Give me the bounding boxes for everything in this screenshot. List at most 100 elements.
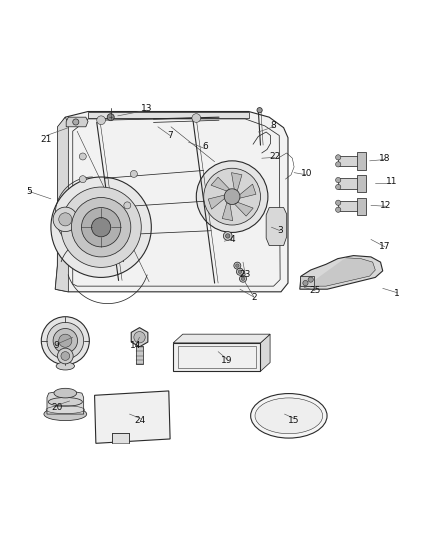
Circle shape: [47, 322, 84, 359]
Circle shape: [71, 198, 131, 257]
Circle shape: [61, 352, 70, 360]
Text: 14: 14: [131, 342, 142, 351]
Circle shape: [224, 189, 240, 205]
Circle shape: [57, 348, 73, 364]
Text: 6: 6: [202, 142, 208, 151]
Circle shape: [53, 207, 78, 231]
Ellipse shape: [56, 362, 74, 370]
Text: 1: 1: [394, 289, 400, 298]
Ellipse shape: [251, 393, 327, 438]
Circle shape: [107, 114, 114, 120]
Text: 22: 22: [269, 152, 280, 161]
Circle shape: [236, 264, 239, 268]
Polygon shape: [338, 156, 359, 166]
Circle shape: [234, 262, 241, 269]
Polygon shape: [208, 195, 225, 209]
Circle shape: [59, 213, 72, 226]
Bar: [177, 346, 256, 368]
Text: 24: 24: [135, 416, 146, 425]
Circle shape: [240, 275, 247, 282]
Circle shape: [124, 202, 131, 209]
Circle shape: [92, 217, 111, 237]
Polygon shape: [231, 173, 242, 191]
Polygon shape: [357, 198, 366, 215]
Circle shape: [308, 277, 313, 282]
Text: 17: 17: [379, 243, 391, 252]
Polygon shape: [357, 152, 366, 169]
Circle shape: [238, 270, 242, 273]
Circle shape: [257, 108, 262, 113]
Polygon shape: [131, 328, 148, 347]
Text: 12: 12: [380, 201, 392, 210]
Polygon shape: [261, 334, 270, 372]
Text: 23: 23: [240, 270, 251, 279]
Text: 3: 3: [277, 226, 283, 235]
Circle shape: [336, 155, 341, 160]
Polygon shape: [211, 177, 230, 191]
Circle shape: [336, 177, 341, 183]
Circle shape: [336, 161, 341, 167]
Polygon shape: [173, 334, 270, 343]
Ellipse shape: [54, 389, 77, 398]
Polygon shape: [55, 111, 288, 292]
Circle shape: [134, 332, 145, 343]
Circle shape: [303, 280, 308, 286]
Polygon shape: [338, 201, 359, 212]
Text: 9: 9: [54, 342, 60, 351]
Circle shape: [336, 200, 341, 205]
Polygon shape: [266, 207, 287, 246]
Circle shape: [237, 268, 244, 275]
Polygon shape: [306, 258, 375, 286]
Polygon shape: [300, 276, 314, 286]
Circle shape: [204, 168, 261, 225]
Polygon shape: [66, 117, 88, 127]
Circle shape: [61, 187, 141, 268]
Polygon shape: [47, 390, 84, 414]
Polygon shape: [112, 433, 130, 443]
Circle shape: [51, 177, 151, 277]
Ellipse shape: [255, 398, 323, 434]
Circle shape: [79, 153, 86, 160]
Text: 18: 18: [379, 154, 391, 163]
Text: 13: 13: [141, 104, 153, 113]
Text: 4: 4: [229, 235, 235, 244]
Text: 2: 2: [251, 293, 257, 302]
Circle shape: [53, 328, 78, 353]
Circle shape: [241, 277, 245, 280]
Circle shape: [192, 114, 201, 123]
Polygon shape: [338, 179, 359, 189]
Text: 20: 20: [51, 402, 62, 411]
Circle shape: [41, 317, 89, 365]
Polygon shape: [357, 175, 366, 192]
Polygon shape: [235, 202, 253, 216]
Circle shape: [59, 334, 72, 348]
Bar: [136, 346, 143, 364]
Polygon shape: [300, 256, 383, 289]
Circle shape: [196, 161, 268, 232]
Text: 5: 5: [26, 187, 32, 196]
Polygon shape: [222, 203, 233, 221]
Polygon shape: [88, 111, 249, 118]
Text: 7: 7: [167, 131, 173, 140]
Text: 8: 8: [271, 122, 276, 131]
Circle shape: [223, 231, 232, 240]
Circle shape: [131, 171, 138, 177]
Text: 19: 19: [221, 356, 233, 365]
Circle shape: [97, 116, 106, 125]
Circle shape: [226, 234, 230, 238]
Circle shape: [81, 207, 121, 247]
Ellipse shape: [48, 398, 82, 406]
Circle shape: [79, 176, 86, 183]
Text: 15: 15: [288, 416, 300, 425]
Text: 10: 10: [300, 169, 312, 179]
Ellipse shape: [44, 408, 87, 421]
Bar: [173, 343, 261, 372]
Text: 25: 25: [309, 286, 321, 295]
Text: 21: 21: [41, 134, 52, 143]
Circle shape: [336, 184, 341, 190]
Polygon shape: [95, 391, 170, 443]
Polygon shape: [240, 184, 256, 198]
Circle shape: [336, 207, 341, 212]
Polygon shape: [55, 117, 68, 292]
Circle shape: [73, 119, 79, 125]
